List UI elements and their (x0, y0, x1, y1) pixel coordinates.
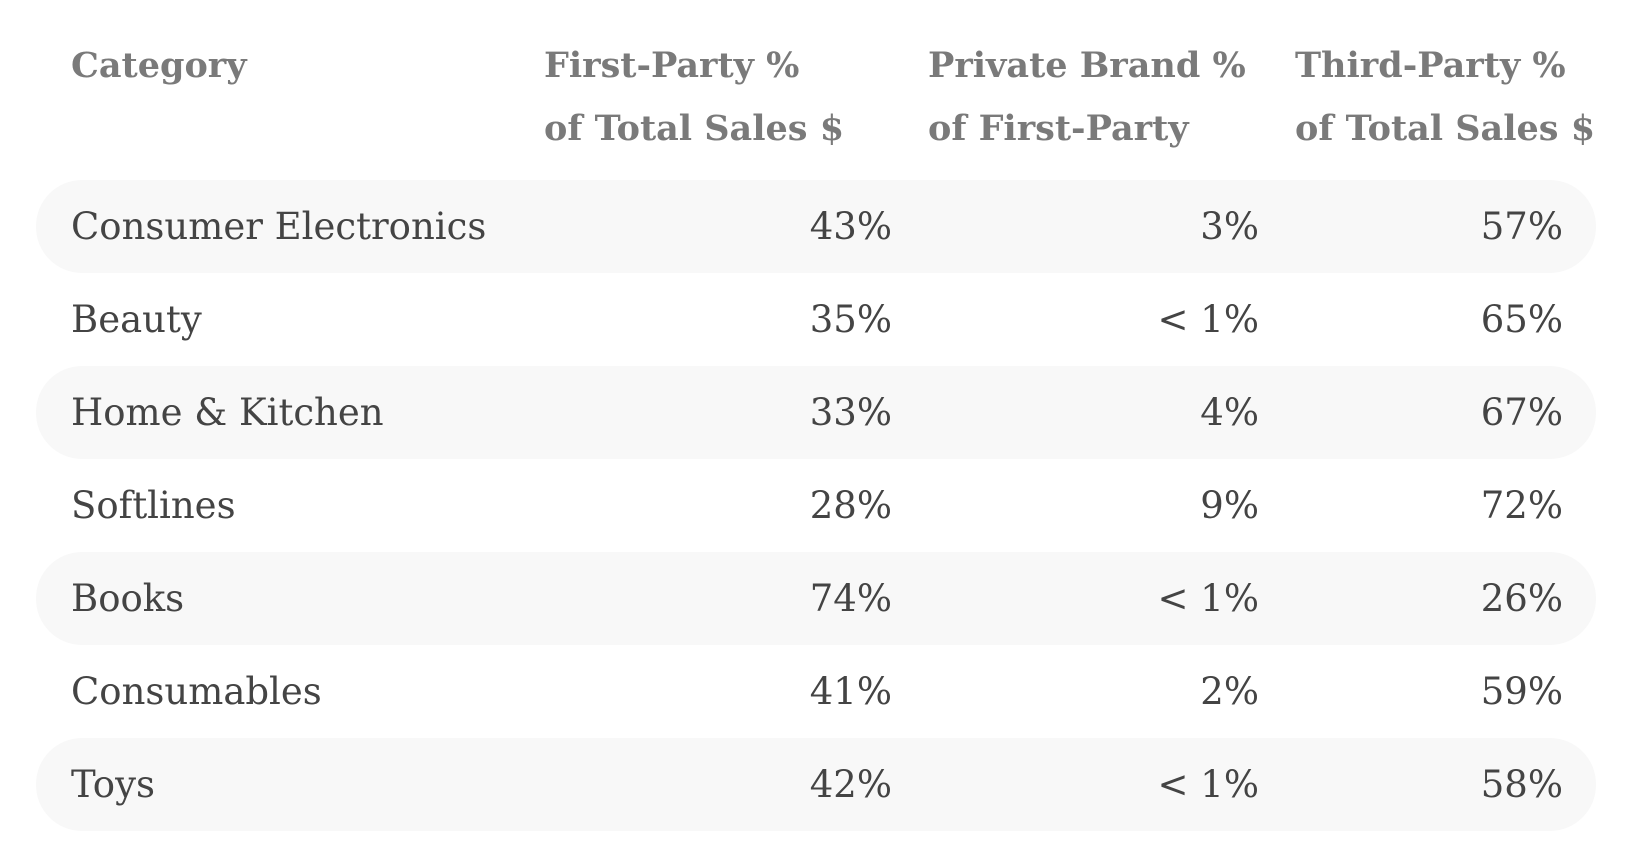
table-body: Consumer Electronics 43% 3% 57% Beauty 3… (36, 180, 1596, 831)
header-private-brand-line-1: Private Brand % (928, 45, 1246, 86)
header-third-party-line-1: Third-Party % (1295, 45, 1566, 86)
header-first-party: First-Party % of Total Sales $ (544, 34, 892, 180)
cell-first-party: 33% (544, 366, 892, 459)
cell-third-party: 26% (1259, 552, 1596, 645)
header-row: Category First-Party % of Total Sales $ … (36, 34, 1596, 180)
cell-category: Softlines (71, 484, 236, 527)
cell-third-party: 72% (1480, 484, 1563, 527)
header-category-label: Category (71, 45, 247, 86)
cell-first-party: 28% (809, 484, 892, 527)
header-private-brand: Private Brand % of First-Party (892, 34, 1259, 180)
category-sales-table: Category First-Party % of Total Sales $ … (36, 34, 1596, 831)
header-first-party-line-2: of Total Sales $ (544, 108, 845, 149)
cell-first-party: 74% (544, 552, 892, 645)
cell-first-party: 42% (544, 738, 892, 831)
cell-category: Toys (36, 738, 544, 831)
cell-third-party: 58% (1259, 738, 1596, 831)
cell-third-party: 67% (1259, 366, 1596, 459)
table-row: Books 74% < 1% 26% (36, 552, 1596, 645)
cell-category: Consumables (71, 670, 322, 713)
cell-category: Consumer Electronics (36, 180, 544, 273)
table-row: Home & Kitchen 33% 4% 67% (36, 366, 1596, 459)
cell-category: Home & Kitchen (36, 366, 544, 459)
cell-private-brand: 2% (1200, 670, 1259, 713)
table-header: Category First-Party % of Total Sales $ … (36, 34, 1596, 180)
header-private-brand-line-2: of First-Party (928, 108, 1189, 149)
header-third-party-line-2: of Total Sales $ (1295, 108, 1596, 149)
table-row: Consumables 41% 2% 59% (36, 645, 1596, 738)
cell-private-brand: 9% (1200, 484, 1259, 527)
cell-category: Beauty (71, 298, 202, 341)
cell-first-party: 35% (809, 298, 892, 341)
cell-third-party: 65% (1480, 298, 1563, 341)
cell-private-brand: < 1% (892, 552, 1259, 645)
cell-private-brand: 4% (892, 366, 1259, 459)
table-row: Consumer Electronics 43% 3% 57% (36, 180, 1596, 273)
cell-third-party: 59% (1480, 670, 1563, 713)
table-row: Beauty 35% < 1% 65% (36, 273, 1596, 366)
header-third-party: Third-Party % of Total Sales $ (1259, 34, 1596, 180)
table-row: Softlines 28% 9% 72% (36, 459, 1596, 552)
cell-private-brand: 3% (892, 180, 1259, 273)
table-row: Toys 42% < 1% 58% (36, 738, 1596, 831)
cell-private-brand: < 1% (892, 738, 1259, 831)
cell-category: Books (36, 552, 544, 645)
header-first-party-line-1: First-Party % (544, 45, 800, 86)
cell-first-party: 41% (809, 670, 892, 713)
header-category: Category (36, 34, 544, 180)
cell-third-party: 57% (1259, 180, 1596, 273)
cell-first-party: 43% (544, 180, 892, 273)
cell-private-brand: < 1% (1157, 298, 1259, 341)
